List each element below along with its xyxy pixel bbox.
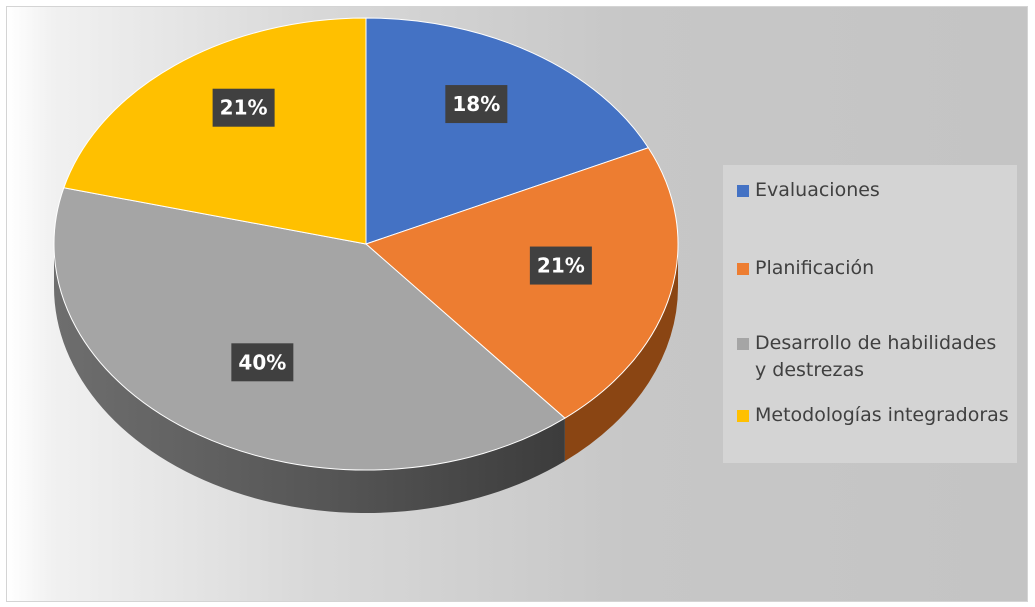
pie-side-planificacion — [564, 244, 678, 462]
data-label-desarrollo-de-habilidades-y-destrezas: 40% — [231, 343, 294, 382]
pie-slices — [53, 17, 679, 471]
data-label-text: 21% — [537, 254, 585, 278]
pie-side-desarrollo-de-habilidades-y-destrezas — [54, 244, 565, 514]
pie-slice-desarrollo-de-habilidades-y-destrezas — [53, 187, 566, 471]
chart-area: 18% 21% 40% 21% Evaluaciones Planificación … — [6, 6, 1028, 602]
legend-swatch — [737, 410, 749, 422]
pie-slice-planificacion — [365, 147, 679, 419]
pie-chart: 18% 21% 40% 21% — [53, 17, 679, 514]
legend-swatch — [737, 185, 749, 197]
data-label-planificacion: 21% — [529, 246, 592, 285]
data-label-text: 40% — [238, 350, 286, 374]
legend-swatch — [737, 338, 749, 350]
legend-label: Desarrollo de habilidades y destrezas — [755, 332, 997, 381]
legend-label: Planificación — [755, 257, 875, 279]
pie-data-labels: 18% 21% 40% 21% — [212, 85, 592, 382]
pie-depth — [54, 244, 678, 514]
data-label-box — [212, 88, 275, 127]
legend-swatch — [737, 263, 749, 275]
chart-legend: Evaluaciones Planificación Desarrollo de… — [723, 165, 1017, 463]
pie-slice-evaluaciones — [365, 17, 649, 245]
data-label-evaluaciones: 18% — [445, 85, 508, 124]
data-label-box — [231, 343, 294, 382]
legend-label: Evaluaciones — [755, 179, 880, 201]
data-label-box — [529, 246, 592, 285]
legend-label: Metodologías integradoras — [755, 404, 1009, 426]
pie-slice-metodologias-integradoras — [63, 17, 367, 245]
data-label-box — [445, 85, 508, 124]
data-label-text: 18% — [452, 92, 500, 116]
data-label-metodologias-integradoras: 21% — [212, 88, 275, 127]
data-label-text: 21% — [220, 96, 268, 120]
